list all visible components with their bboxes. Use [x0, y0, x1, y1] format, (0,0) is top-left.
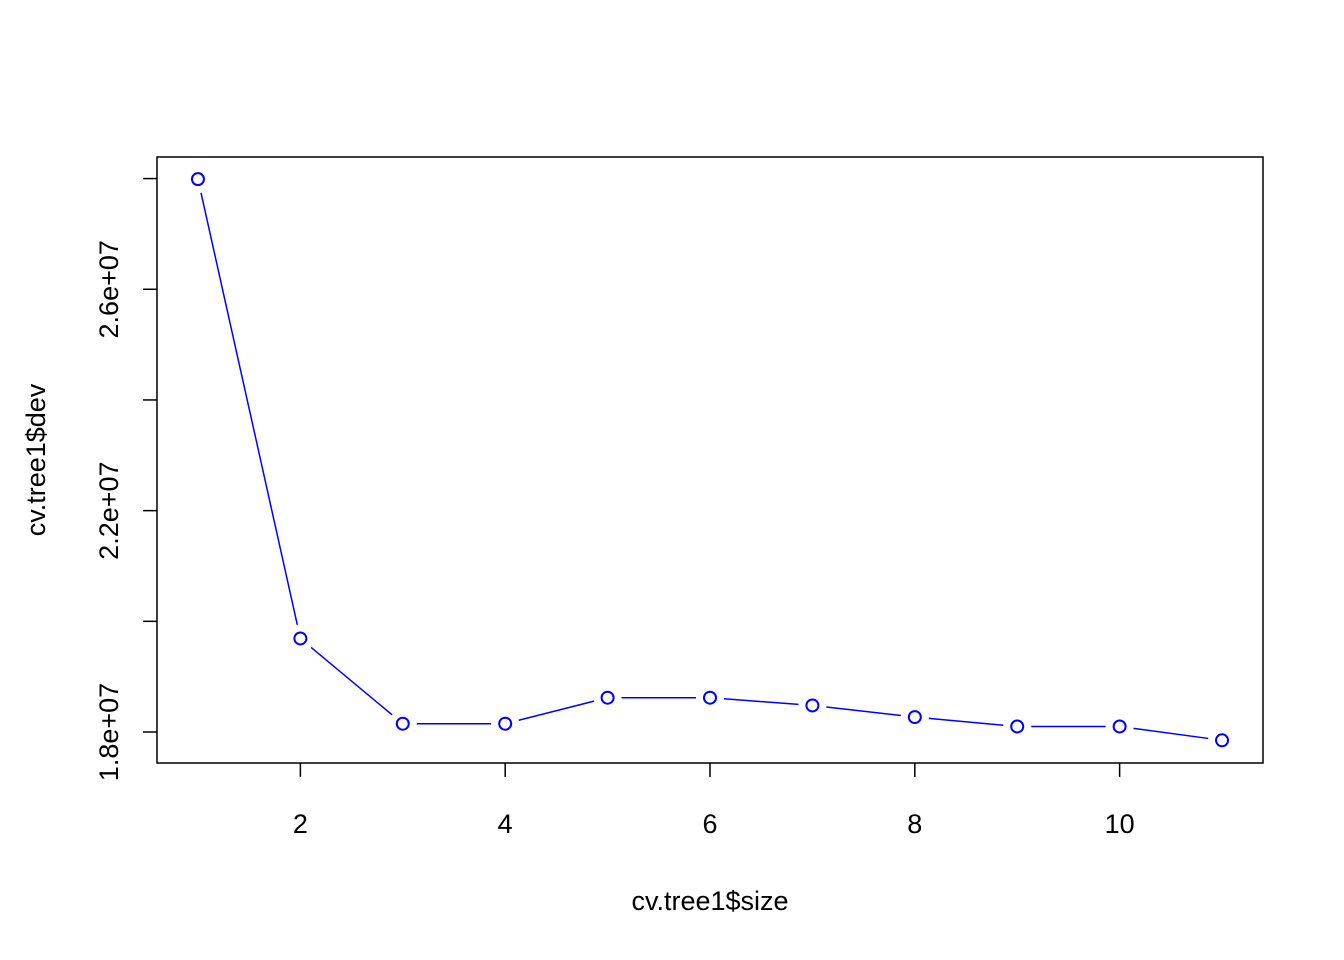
series-line-segment	[1133, 727, 1209, 740]
data-point	[805, 698, 820, 713]
data-point	[498, 716, 513, 731]
data-point	[907, 710, 922, 725]
x-axis: 2 4 6 8 10	[293, 763, 1135, 839]
data-point	[190, 172, 205, 187]
y-axis-label: cv.tree1$dev	[21, 383, 51, 536]
plot-box	[156, 156, 1264, 764]
series-line-segment	[928, 717, 1004, 726]
data-point	[293, 631, 308, 646]
series-line-segment	[310, 646, 393, 716]
x-tick-label: 10	[1105, 809, 1135, 839]
data-point	[703, 690, 717, 705]
data-point	[1112, 719, 1127, 734]
data-point	[600, 690, 615, 705]
x-tick-label: 2	[293, 809, 308, 839]
x-tick-label: 8	[907, 809, 922, 839]
series-line-segment	[200, 192, 299, 625]
data-point	[1215, 733, 1230, 748]
y-tick-label: 1.8e+07	[94, 683, 124, 781]
x-tick-label: 6	[702, 809, 717, 839]
y-axis: 1.8e+07 2.2e+07 2.6e+07	[94, 177, 157, 781]
series-line-segment	[826, 706, 901, 717]
y-tick-label: 2.2e+07	[94, 461, 124, 559]
y-tick-label: 2.6e+07	[94, 240, 124, 338]
series-line-segment	[723, 698, 799, 706]
data-point	[1010, 719, 1025, 734]
x-axis-label: cv.tree1$size	[631, 886, 788, 916]
series-layer	[190, 172, 1230, 748]
series-line-segment	[518, 700, 595, 721]
data-point	[395, 716, 410, 731]
x-tick-label: 4	[498, 809, 513, 839]
